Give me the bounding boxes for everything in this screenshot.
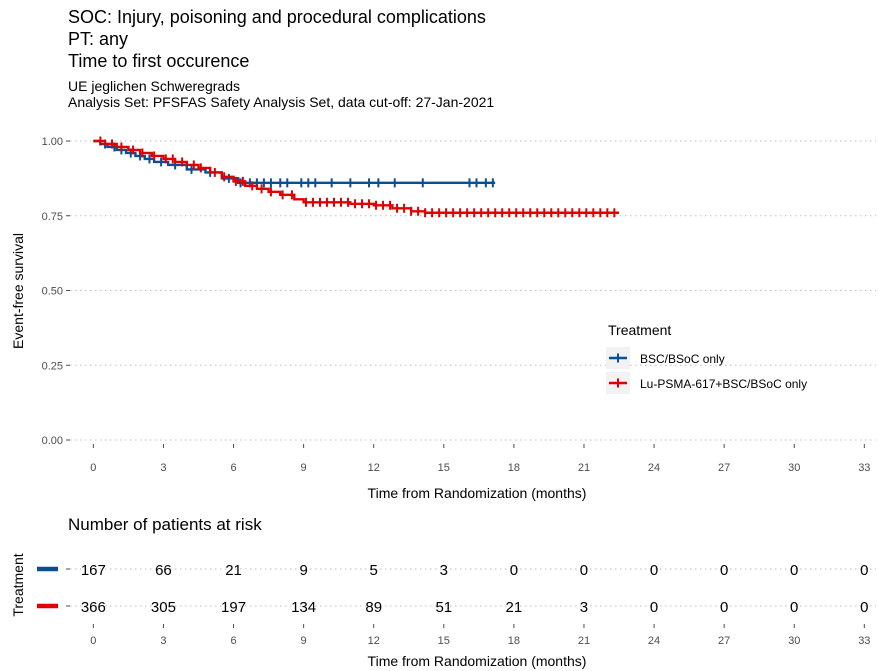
grid-lines — [70, 140, 876, 441]
risk-table-title: Number of patients at risk — [68, 515, 262, 534]
km-curve-lu — [93, 139, 620, 214]
x-tick-label: 30 — [788, 462, 800, 474]
risk-count-lu: 0 — [860, 599, 868, 616]
chart-caption-analysis-set: Analysis Set: PFSFAS Safety Analysis Set… — [68, 94, 495, 110]
x-tick-label: 3 — [160, 462, 166, 474]
risk-x-tick-label: 33 — [858, 635, 870, 647]
x-tick-label: 27 — [718, 462, 730, 474]
risk-x-tick-label: 15 — [438, 635, 450, 647]
y-tick-label: 0.50 — [42, 286, 63, 298]
risk-count-lu: 305 — [151, 599, 176, 616]
risk-count-lu: 366 — [81, 599, 106, 616]
x-tick-label: 24 — [648, 462, 660, 474]
risk-count-bsc: 0 — [650, 562, 658, 579]
risk-x-tick-label: 0 — [90, 635, 96, 647]
risk-count-bsc: 0 — [720, 562, 728, 579]
y-axis-title: Event-free survival — [10, 233, 26, 349]
risk-count-lu: 3 — [580, 599, 588, 616]
risk-count-lu: 21 — [506, 599, 523, 616]
chart-caption-grade: UE jeglichen Schweregrads — [68, 78, 240, 94]
axes: 0.00 0.25 0.50 0.75 1.00 0 3 6 9 12 15 18 21 24 27 30 33 — [42, 136, 871, 474]
risk-count-lu: 0 — [650, 599, 658, 616]
risk-x-tick-label: 21 — [578, 635, 590, 647]
risk-x-tick-label: 18 — [508, 635, 520, 647]
x-tick-label: 21 — [578, 462, 590, 474]
risk-x-tick-label: 3 — [160, 635, 166, 647]
risk-count-bsc: 3 — [440, 562, 448, 579]
risk-x-tick-label: 24 — [648, 635, 660, 647]
risk-x-tick-label: 6 — [230, 635, 236, 647]
risk-count-bsc: 66 — [155, 562, 172, 579]
risk-count-bsc: 0 — [790, 562, 798, 579]
legend-title: Treatment — [608, 322, 671, 338]
risk-count-bsc: 167 — [81, 562, 106, 579]
risk-x-tick-label: 9 — [301, 635, 307, 647]
y-tick-label: 0.25 — [42, 360, 63, 372]
risk-count-lu: 0 — [790, 599, 798, 616]
risk-x-tick-label: 30 — [788, 635, 800, 647]
risk-count-lu: 197 — [221, 599, 246, 616]
risk-count-bsc: 0 — [510, 562, 518, 579]
risk-count-lu: 134 — [291, 599, 316, 616]
km-curve-bsc — [93, 139, 496, 185]
title-block: SOC: Injury, poisoning and procedural co… — [68, 6, 494, 110]
legend-label-bsc: BSC/BSoC only — [640, 352, 725, 366]
x-tick-label: 33 — [858, 462, 870, 474]
risk-count-bsc: 0 — [580, 562, 588, 579]
x-tick-label: 15 — [438, 462, 450, 474]
risk-count-bsc: 9 — [299, 562, 307, 579]
risk-count-lu: 51 — [435, 599, 452, 616]
y-tick-label: 1.00 — [42, 136, 63, 148]
x-tick-label: 9 — [301, 462, 307, 474]
chart-title: SOC: Injury, poisoning and procedural co… — [68, 7, 486, 27]
x-tick-label: 12 — [368, 462, 380, 474]
chart-subtitle-pt: PT: any — [68, 29, 129, 49]
risk-x-tick-label: 12 — [368, 635, 380, 647]
x-tick-label: 0 — [90, 462, 96, 474]
risk-count-lu: 89 — [365, 599, 382, 616]
y-tick-label: 0.00 — [42, 435, 63, 447]
risk-count-bsc: 5 — [370, 562, 378, 579]
legend-label-lu: Lu-PSMA-617+BSC/BSoC only — [640, 377, 807, 391]
legend: Treatment BSC/BSoC only Lu-PSMA-617+BSC/… — [606, 322, 807, 394]
risk-table-y-title: Treatment — [10, 553, 26, 616]
risk-count-bsc: 21 — [225, 562, 242, 579]
x-tick-label: 6 — [230, 462, 236, 474]
y-tick-label: 0.75 — [42, 211, 63, 223]
km-curves — [93, 136, 620, 218]
risk-x-tick-label: 27 — [718, 635, 730, 647]
risk-count-lu: 0 — [720, 599, 728, 616]
x-axis-title: Time from Randomization (months) — [368, 485, 587, 501]
chart-subtitle-endpoint: Time to first occurence — [68, 51, 250, 71]
risk-count-bsc: 0 — [860, 562, 868, 579]
x-tick-label: 18 — [508, 462, 520, 474]
risk-table-x-title: Time from Randomization (months) — [368, 653, 587, 669]
